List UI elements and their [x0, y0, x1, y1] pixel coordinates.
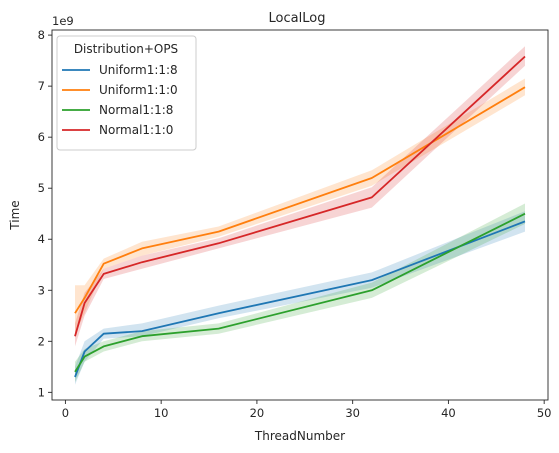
y-tick-label: 3: [38, 283, 45, 297]
band-0: [75, 211, 525, 385]
y-tick-label: 4: [38, 232, 45, 246]
x-tick-label: 50: [537, 406, 552, 420]
x-tick-label: 30: [345, 406, 360, 420]
y-tick-label: 5: [38, 181, 45, 195]
legend: Distribution+OPS Uniform1:1:8 Uniform1:1:…: [56, 35, 197, 151]
band-1: [75, 78, 525, 334]
y-tick-label: 8: [38, 28, 45, 42]
y-tick-label: 1: [38, 385, 45, 399]
legend-entry-1: Uniform1:1:0: [99, 83, 178, 97]
confidence-bands: [75, 46, 525, 385]
series-line-0: [74, 220, 526, 378]
x-tick-label: 10: [154, 406, 169, 420]
x-axis-label: ThreadNumber: [254, 429, 345, 443]
legend-entry-0: Uniform1:1:8: [99, 63, 178, 77]
series-lines: [74, 55, 526, 378]
y-offset-label: 1e9: [52, 14, 74, 28]
legend-entry-3: Normal1:1:0: [99, 123, 173, 137]
y-tick-label: 6: [38, 130, 45, 144]
y-axis: 1 2 3 4 5 6 7 8: [38, 28, 52, 399]
x-tick-label: 20: [250, 406, 265, 420]
y-axis-label: Time: [8, 200, 22, 230]
y-tick-label: 7: [38, 79, 45, 93]
chart-title: LocalLog: [269, 11, 326, 26]
series-line-2: [74, 212, 526, 373]
x-tick-label: 40: [441, 406, 456, 420]
legend-entry-2: Normal1:1:8: [99, 103, 173, 117]
y-tick-label: 2: [38, 334, 45, 348]
series-line-3: [74, 55, 526, 337]
series-line-1: [74, 86, 526, 314]
x-tick-label: 0: [62, 406, 69, 420]
plot-frame: [51, 29, 549, 401]
legend-title: Distribution+OPS: [74, 42, 178, 56]
legend-box: [56, 35, 197, 151]
x-axis: 0 10 20 30 40 50: [62, 400, 552, 420]
